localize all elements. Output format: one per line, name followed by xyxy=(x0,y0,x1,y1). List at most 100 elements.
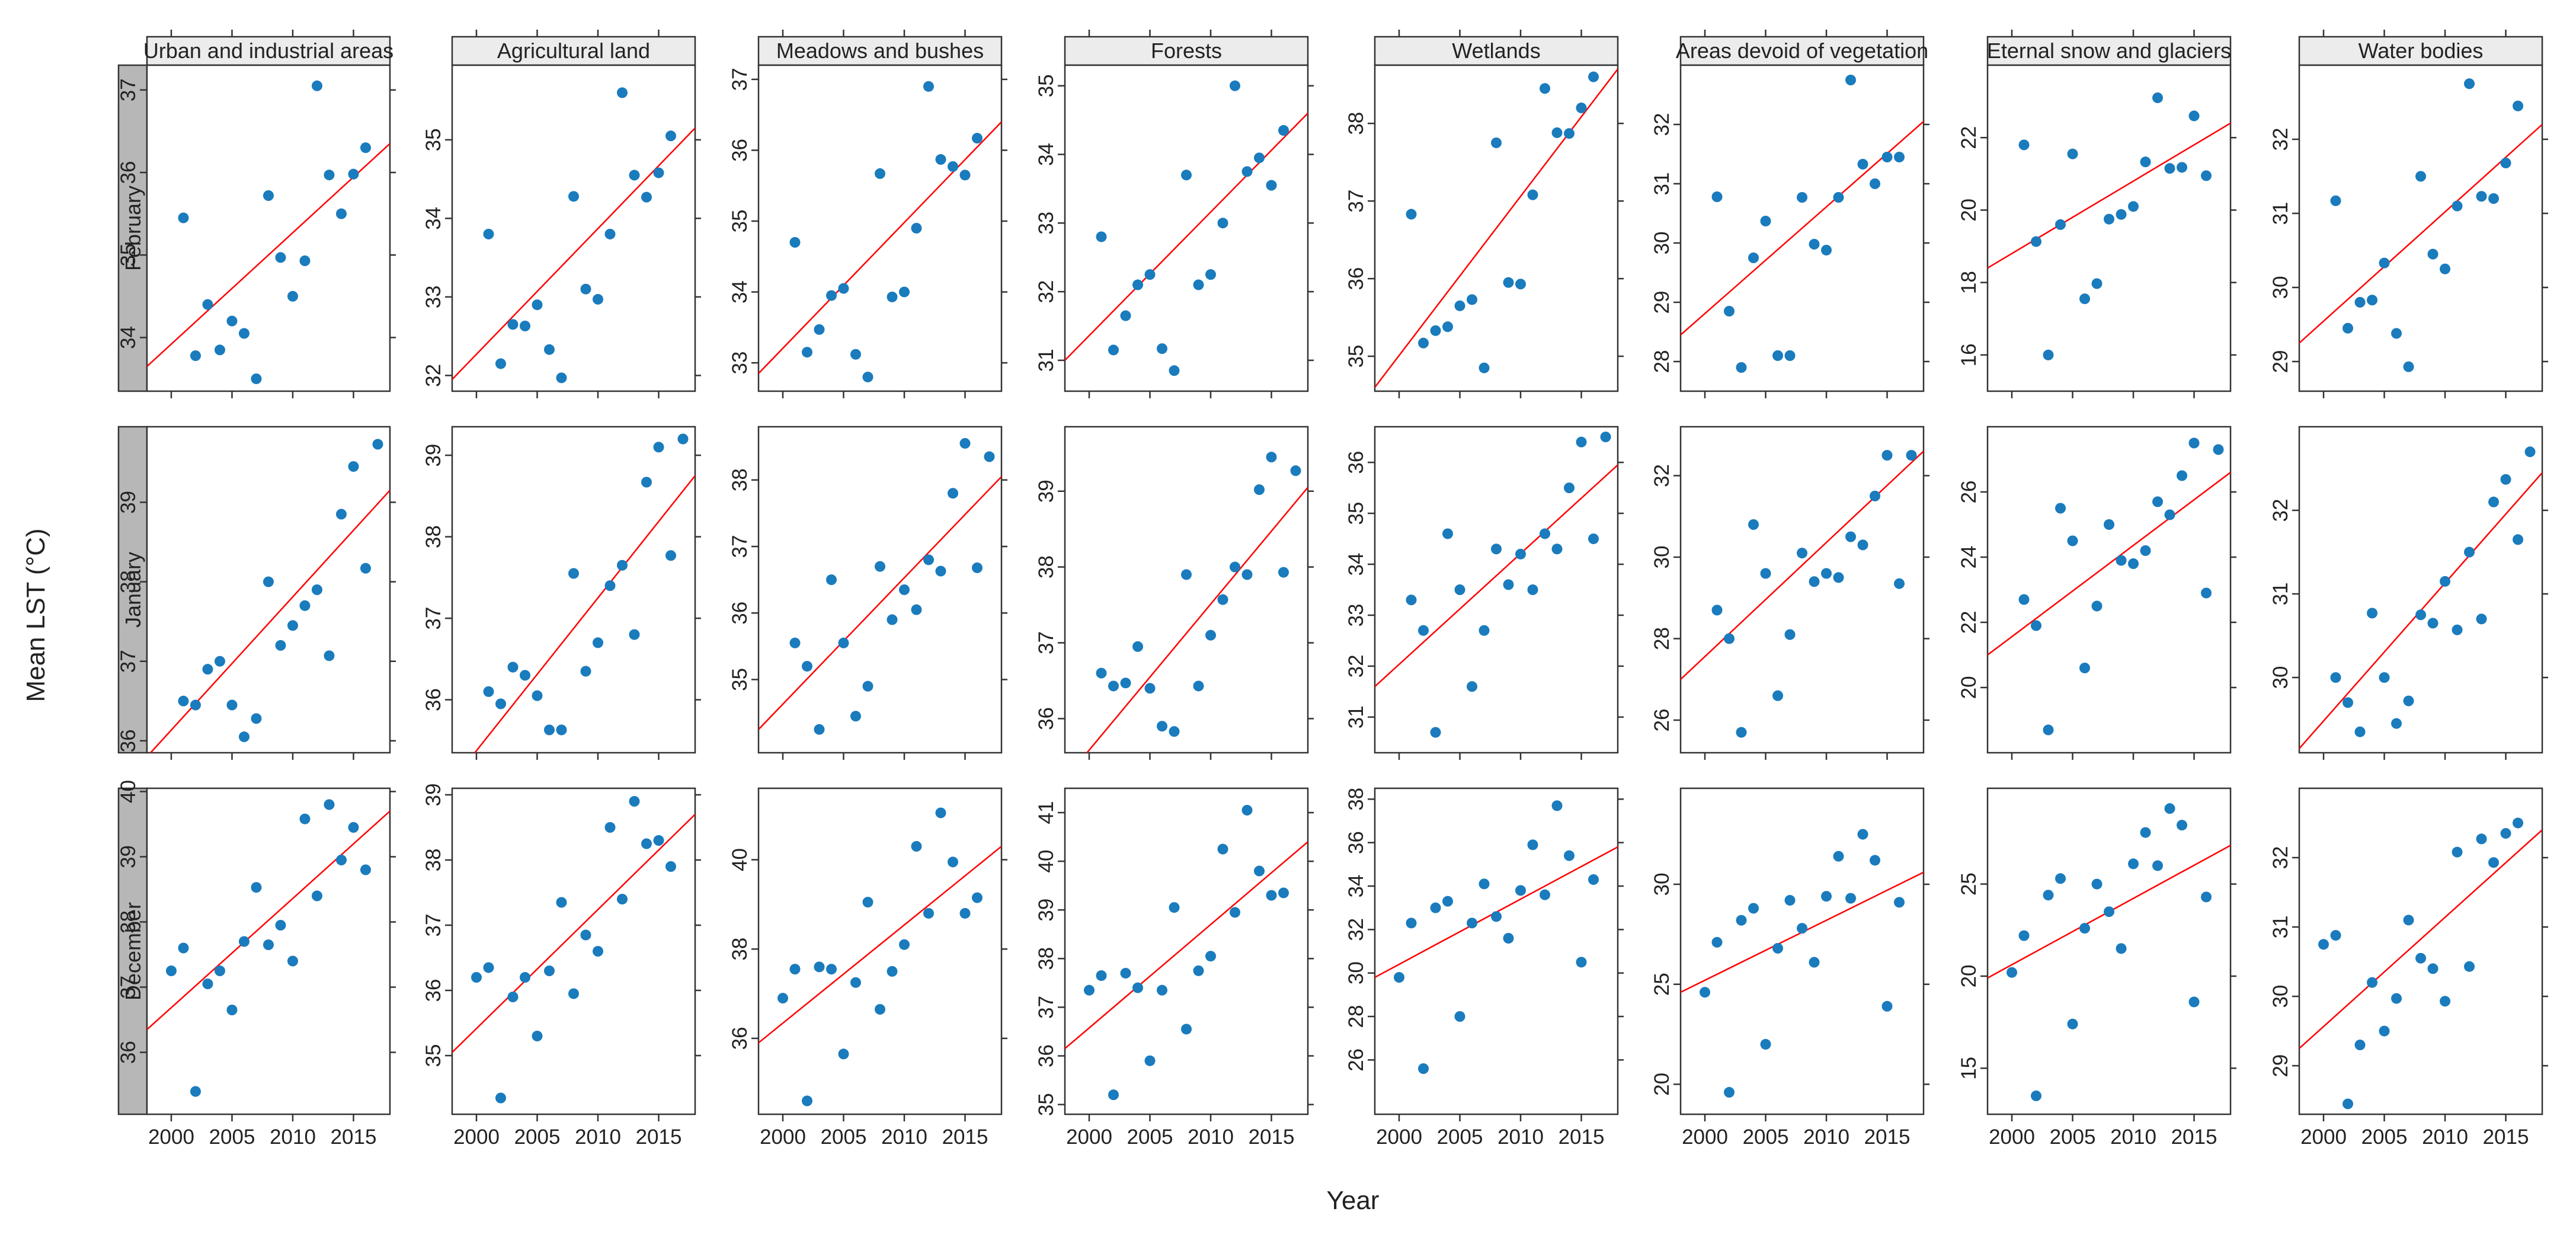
data-point xyxy=(1551,127,1563,138)
data-point xyxy=(1193,965,1204,976)
row-strip: December xyxy=(117,787,148,1115)
data-point xyxy=(1108,680,1119,692)
data-point xyxy=(935,154,946,165)
data-point xyxy=(336,208,347,219)
data-point xyxy=(887,966,898,977)
data-point xyxy=(948,856,958,868)
data-point xyxy=(604,228,616,239)
panel-data xyxy=(2299,446,2542,749)
y-tick-label: 38 xyxy=(1035,947,1058,970)
data-point xyxy=(1479,625,1490,636)
y-tick-label: 38 xyxy=(422,525,445,548)
y-tick-label: 40 xyxy=(1035,850,1058,873)
y-tick-label: 18 xyxy=(1957,271,1980,294)
data-point xyxy=(948,488,958,499)
data-point xyxy=(2055,873,2066,884)
trend-line xyxy=(1086,487,1308,753)
trend-line xyxy=(1681,450,1924,680)
panel-frame xyxy=(1679,787,1925,1115)
x-tick-label: 2015 xyxy=(2171,1126,2217,1149)
data-point xyxy=(1724,633,1735,644)
data-point xyxy=(814,724,825,735)
data-point xyxy=(287,955,298,967)
data-point xyxy=(2354,726,2366,737)
data-point xyxy=(2043,724,2054,736)
data-point xyxy=(483,686,494,697)
data-point xyxy=(1193,680,1204,692)
y-tick-label: 35 xyxy=(1345,502,1368,525)
data-point xyxy=(838,637,849,648)
panel-frame xyxy=(451,426,696,754)
panel-february-8: 29 30 31 32 xyxy=(2269,30,2548,398)
y-tick-label: 35 xyxy=(1345,345,1368,368)
data-point xyxy=(1442,528,1453,539)
data-point xyxy=(556,724,567,736)
data-point xyxy=(2140,156,2151,168)
row-strip: January xyxy=(117,426,148,754)
strip-label: Forests xyxy=(1151,39,1222,63)
data-point xyxy=(935,565,946,577)
panel-data xyxy=(1681,75,1924,373)
data-point xyxy=(814,324,825,335)
data-point xyxy=(1845,893,1856,904)
data-point xyxy=(202,664,213,675)
y-tick-label: 39 xyxy=(1035,899,1058,922)
data-point xyxy=(665,130,676,142)
data-point xyxy=(263,576,274,587)
data-point xyxy=(1576,103,1587,114)
data-point xyxy=(959,907,971,919)
panel-frame xyxy=(1986,426,2232,754)
data-point xyxy=(2164,163,2175,174)
data-point xyxy=(1881,1000,1893,1012)
data-point xyxy=(2201,587,2212,599)
strip-label: February xyxy=(121,186,145,271)
y-tick-label: 35 xyxy=(422,128,445,151)
data-point xyxy=(190,699,201,711)
data-point xyxy=(471,972,482,983)
y-tick-label: 36 xyxy=(117,161,140,184)
data-point xyxy=(360,562,371,574)
data-point xyxy=(899,286,910,298)
data-point xyxy=(593,637,603,648)
data-point xyxy=(2354,1039,2366,1050)
data-point xyxy=(2152,496,2163,507)
x-tick-label: 2015 xyxy=(942,1126,988,1149)
data-point xyxy=(1736,362,1747,373)
data-point xyxy=(972,562,983,573)
panel-january-5: 31 32 33 34 35 36 xyxy=(1345,426,1624,760)
data-point xyxy=(1205,629,1216,641)
x-tick-label: 2005 xyxy=(821,1126,867,1149)
data-point xyxy=(251,713,262,724)
data-point xyxy=(532,690,543,701)
data-point xyxy=(1479,878,1490,890)
data-point xyxy=(641,477,652,488)
data-point xyxy=(2367,977,2377,988)
data-point xyxy=(1784,629,1796,640)
data-point xyxy=(507,319,519,330)
data-point xyxy=(1193,279,1204,290)
data-point xyxy=(1108,344,1119,356)
data-point xyxy=(1870,490,1880,501)
y-tick-label: 36 xyxy=(1345,267,1368,290)
data-point xyxy=(862,897,873,908)
panel-frame xyxy=(757,787,1003,1115)
data-point xyxy=(629,170,640,181)
panel-january-2: 36 37 38 39 xyxy=(422,426,701,760)
data-point xyxy=(777,993,788,1004)
trend-line xyxy=(759,845,1001,1044)
data-point xyxy=(1157,343,1167,354)
data-point xyxy=(2091,600,2103,612)
panel-data xyxy=(1375,800,1618,1074)
data-point xyxy=(1467,681,1477,692)
data-point xyxy=(1205,951,1216,962)
panel-february-7: 16 18 20 22 xyxy=(1957,30,2236,398)
data-point xyxy=(1132,641,1143,652)
data-point xyxy=(1278,887,1289,899)
column-strip: Eternal snow and glaciers xyxy=(1986,36,2232,66)
data-point xyxy=(1906,450,1917,461)
y-tick-label: 30 xyxy=(1650,546,1673,569)
y-tick-label: 38 xyxy=(117,910,140,934)
data-point xyxy=(2079,923,2090,934)
y-tick-label: 34 xyxy=(728,280,751,303)
strip-label: Areas devoid of vegetation xyxy=(1676,39,1928,63)
